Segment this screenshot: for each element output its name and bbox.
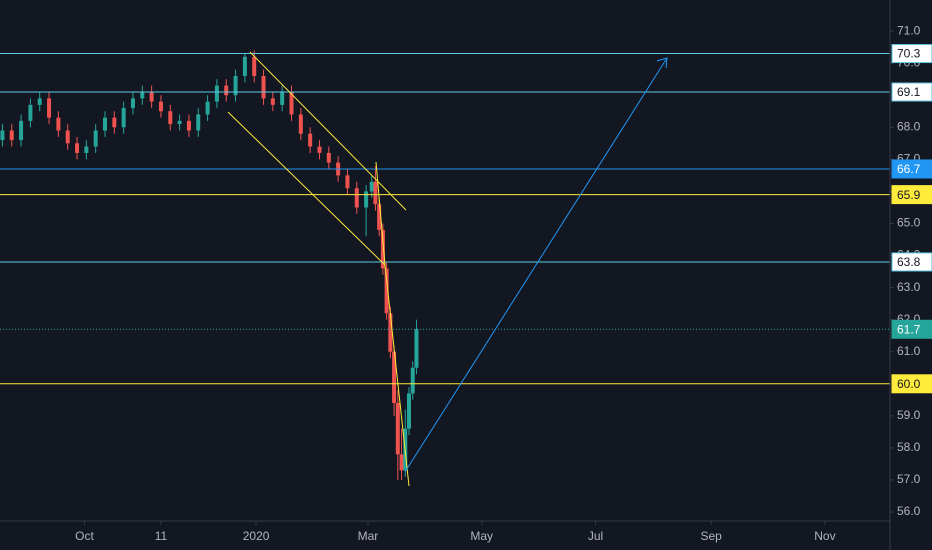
- candle-body: [112, 117, 117, 128]
- candle-body: [214, 85, 219, 102]
- candle-body: [369, 181, 374, 192]
- candle-body: [19, 120, 24, 141]
- y-tick-label: 63.0: [897, 280, 921, 294]
- y-tick-label: 56.0: [897, 504, 921, 518]
- candle-body: [103, 117, 108, 131]
- price-level-label: 61.7: [897, 322, 921, 336]
- candle-body: [0, 130, 5, 141]
- candle-body: [28, 104, 33, 121]
- candle-body: [384, 268, 389, 314]
- x-tick-label: 2020: [243, 529, 270, 543]
- x-tick-label: Mar: [358, 529, 379, 543]
- price-level-label-box: [891, 319, 932, 339]
- price-level-label: 70.3: [897, 47, 921, 61]
- candle-body: [377, 204, 382, 230]
- candle-body: [93, 130, 98, 147]
- candle-body: [56, 117, 61, 131]
- trend-line: [227, 111, 386, 266]
- candle-body: [65, 130, 70, 144]
- candle-body: [414, 329, 419, 368]
- candle-body: [261, 75, 266, 99]
- candle-body: [149, 92, 154, 102]
- candle-body: [196, 114, 201, 131]
- trend-line: [249, 51, 407, 211]
- x-tick-label: 11: [155, 529, 168, 543]
- candle-body: [364, 191, 369, 208]
- candle-body: [37, 98, 42, 105]
- candle-body: [289, 92, 294, 115]
- candle-body: [308, 133, 313, 147]
- price-level-label: 66.7: [897, 162, 921, 176]
- candle-body: [186, 120, 191, 131]
- price-level-label: 60.0: [897, 377, 921, 391]
- x-tick-label: Jul: [588, 529, 603, 543]
- price-level-label-box: [891, 82, 932, 102]
- candle-body: [317, 146, 322, 153]
- y-tick-label: 61.0: [897, 344, 921, 358]
- candle-body: [224, 85, 229, 96]
- y-tick-label: 58.0: [897, 440, 921, 454]
- candle-body: [84, 146, 89, 153]
- candle-body: [395, 403, 400, 455]
- candle-body: [345, 175, 350, 189]
- candle-body: [280, 92, 285, 105]
- candle-body: [298, 114, 303, 134]
- arrow-head: [656, 57, 668, 69]
- candle-body: [410, 367, 415, 394]
- candle-body: [177, 120, 182, 125]
- x-tick-label: Nov: [814, 529, 835, 543]
- candle-body: [130, 98, 135, 109]
- candle-body: [392, 351, 397, 404]
- candle-body: [205, 101, 210, 115]
- candle-body: [242, 56, 247, 76]
- candle-body: [121, 108, 126, 128]
- candle-body: [9, 130, 14, 141]
- candle-body: [373, 181, 378, 205]
- price-level-label-box: [891, 159, 932, 179]
- y-tick-label: 65.0: [897, 216, 921, 230]
- x-tick-label: May: [470, 529, 493, 543]
- candle-body: [233, 75, 238, 96]
- y-tick-label: 71.0: [897, 23, 921, 37]
- candle-body: [270, 98, 275, 105]
- candle-body: [326, 152, 331, 163]
- candle-body: [354, 188, 359, 208]
- candle-body: [168, 111, 173, 125]
- price-level-label-box: [891, 44, 932, 64]
- candle-body: [399, 454, 404, 471]
- y-tick-label: 57.0: [897, 472, 921, 486]
- price-level-label-box: [891, 252, 932, 272]
- x-tick-label: Sep: [700, 529, 722, 543]
- candle-body: [75, 143, 80, 153]
- price-level-label-box: [891, 374, 932, 394]
- candle-body: [380, 229, 385, 269]
- trend-line: [375, 161, 386, 266]
- trend-line: [384, 264, 410, 487]
- price-level-label-box: [891, 185, 932, 205]
- candle-body: [140, 92, 145, 99]
- drawings: [227, 51, 668, 487]
- candle-body: [407, 393, 412, 429]
- candle-body: [158, 101, 163, 112]
- arrow-line: [404, 57, 668, 473]
- x-tick-label: Oct: [75, 529, 94, 543]
- price-level-label: 63.8: [897, 255, 921, 269]
- price-level-label: 69.1: [897, 85, 921, 99]
- y-tick-label: 59.0: [897, 408, 921, 422]
- candle-body: [47, 98, 52, 118]
- y-tick-label: 68.0: [897, 119, 921, 133]
- candle-body: [252, 56, 257, 76]
- candle-body: [388, 313, 393, 352]
- price-level-label: 65.9: [897, 188, 921, 202]
